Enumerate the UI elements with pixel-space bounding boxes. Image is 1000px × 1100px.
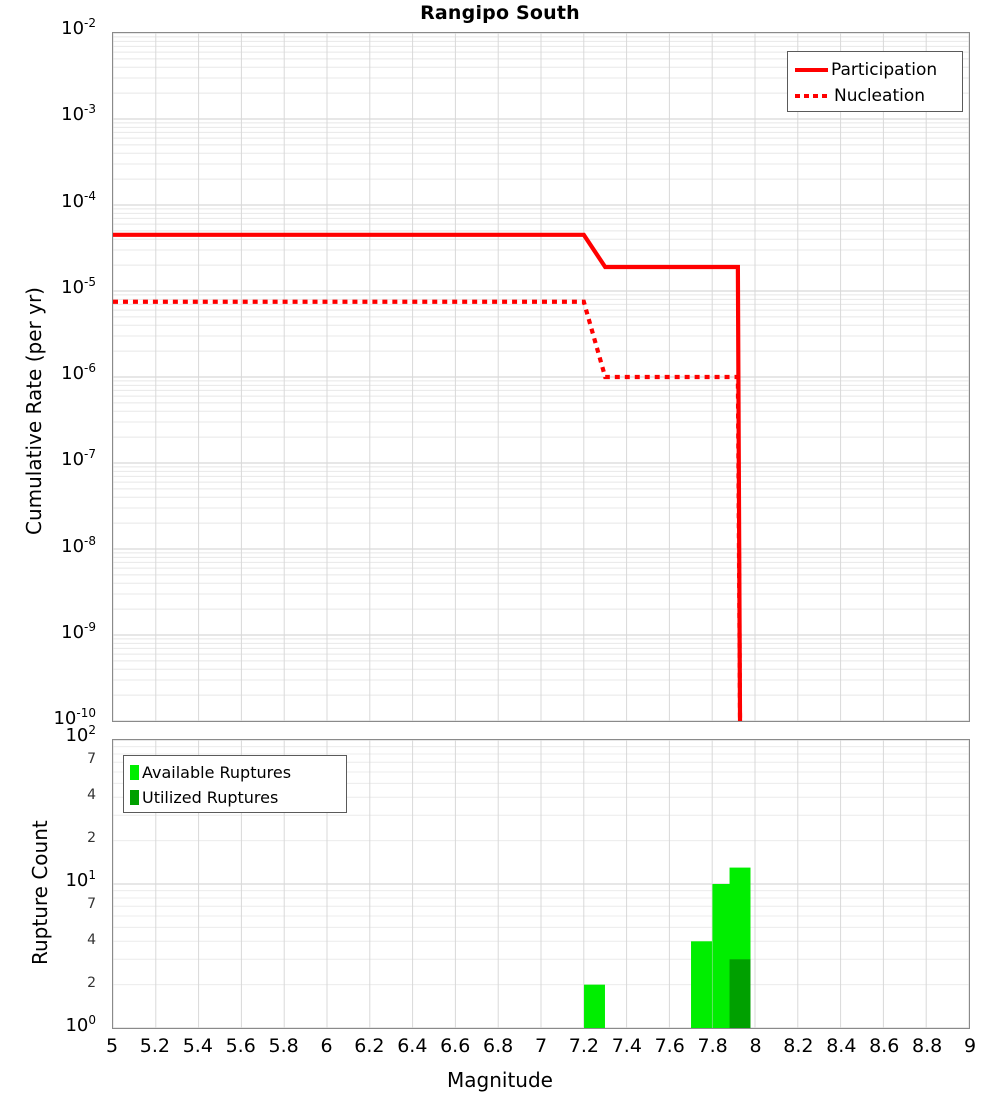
top-y-tick: 10-10: [53, 706, 96, 729]
x-tick-label: 8: [749, 1035, 762, 1057]
x-tick-label: 7: [534, 1035, 548, 1057]
bottom-y-tick: 100: [65, 1013, 96, 1036]
x-tick-label: 6.8: [482, 1035, 514, 1057]
top-y-tick: 10-5: [61, 274, 96, 298]
bottom-y-minor-tick: 2: [87, 975, 96, 992]
bottom-y-minor-tick: 7: [87, 896, 96, 913]
x-tick-label: 7.8: [697, 1035, 728, 1057]
top-y-axis-label: Cumulative Rate (per yr): [22, 287, 46, 535]
legend-item-participation: Participation: [795, 57, 955, 83]
x-axis-label: Magnitude: [447, 1068, 553, 1092]
legend-label-utilized-ruptures: Utilized Ruptures: [142, 788, 279, 807]
x-tick-label: 8.6: [869, 1035, 900, 1057]
participation-line-icon: [795, 68, 828, 72]
x-tick-label: 5.6: [225, 1035, 256, 1057]
top-y-tick: 10-4: [61, 188, 96, 212]
top-y-tick: 10-7: [61, 447, 96, 471]
cumulative-rate-canvas: [113, 33, 969, 721]
x-tick-label: 8.4: [826, 1035, 857, 1057]
x-tick-label: 6.2: [354, 1035, 385, 1057]
legend-label-available-ruptures: Available Ruptures: [142, 763, 292, 782]
legend-item-available-ruptures: Available Ruptures: [130, 760, 340, 785]
page-title: Rangipo South: [420, 2, 580, 24]
x-tick-label: 5.4: [182, 1035, 213, 1057]
top-y-tick: 10-3: [61, 102, 96, 126]
top-y-tick: 10-6: [61, 361, 96, 384]
x-tick-label: 5.8: [268, 1035, 299, 1057]
top-y-tick: 10-2: [61, 16, 96, 39]
legend-item-utilized-ruptures: Utilized Ruptures: [130, 785, 340, 810]
bottom-y-minor-tick: 7: [87, 751, 96, 768]
top-y-tick: 10-8: [61, 533, 96, 557]
bottom-y-tick: 101: [65, 868, 96, 891]
x-tick-label: 7.4: [611, 1035, 642, 1057]
x-tick-label: 9: [963, 1035, 977, 1057]
nucleation-line-icon: [795, 94, 828, 98]
x-tick-label: 8.8: [911, 1035, 943, 1057]
legend-label-nucleation: Nucleation: [834, 86, 926, 106]
x-tick-label: 7.6: [654, 1035, 685, 1057]
bottom-y-minor-tick: 4: [87, 786, 96, 803]
x-tick-label: 8.2: [783, 1035, 814, 1057]
utilized-ruptures-swatch: [130, 790, 139, 805]
legend-item-nucleation: Nucleation: [795, 83, 955, 109]
x-tick-label: 7.2: [568, 1035, 599, 1057]
cumulative-rate-plot: [112, 32, 970, 722]
line-legend: Participation Nucleation: [787, 51, 963, 112]
x-tick-label: 5.2: [139, 1035, 170, 1057]
top-y-tick: 10-9: [61, 619, 96, 643]
bar-legend: Available Ruptures Utilized Ruptures: [123, 755, 347, 813]
bottom-y-tick: 102: [65, 723, 96, 746]
bottom-y-minor-tick: 4: [87, 931, 96, 948]
bottom-y-minor-tick: 2: [87, 830, 96, 847]
x-tick-label: 5: [105, 1035, 119, 1057]
x-tick-label: 6.4: [397, 1035, 428, 1057]
legend-label-participation: Participation: [831, 60, 938, 80]
rupture-count-canvas: [113, 740, 969, 1028]
x-tick-label: 6.6: [440, 1035, 471, 1057]
available-ruptures-swatch: [130, 765, 139, 780]
x-tick-label: 6: [320, 1035, 333, 1057]
